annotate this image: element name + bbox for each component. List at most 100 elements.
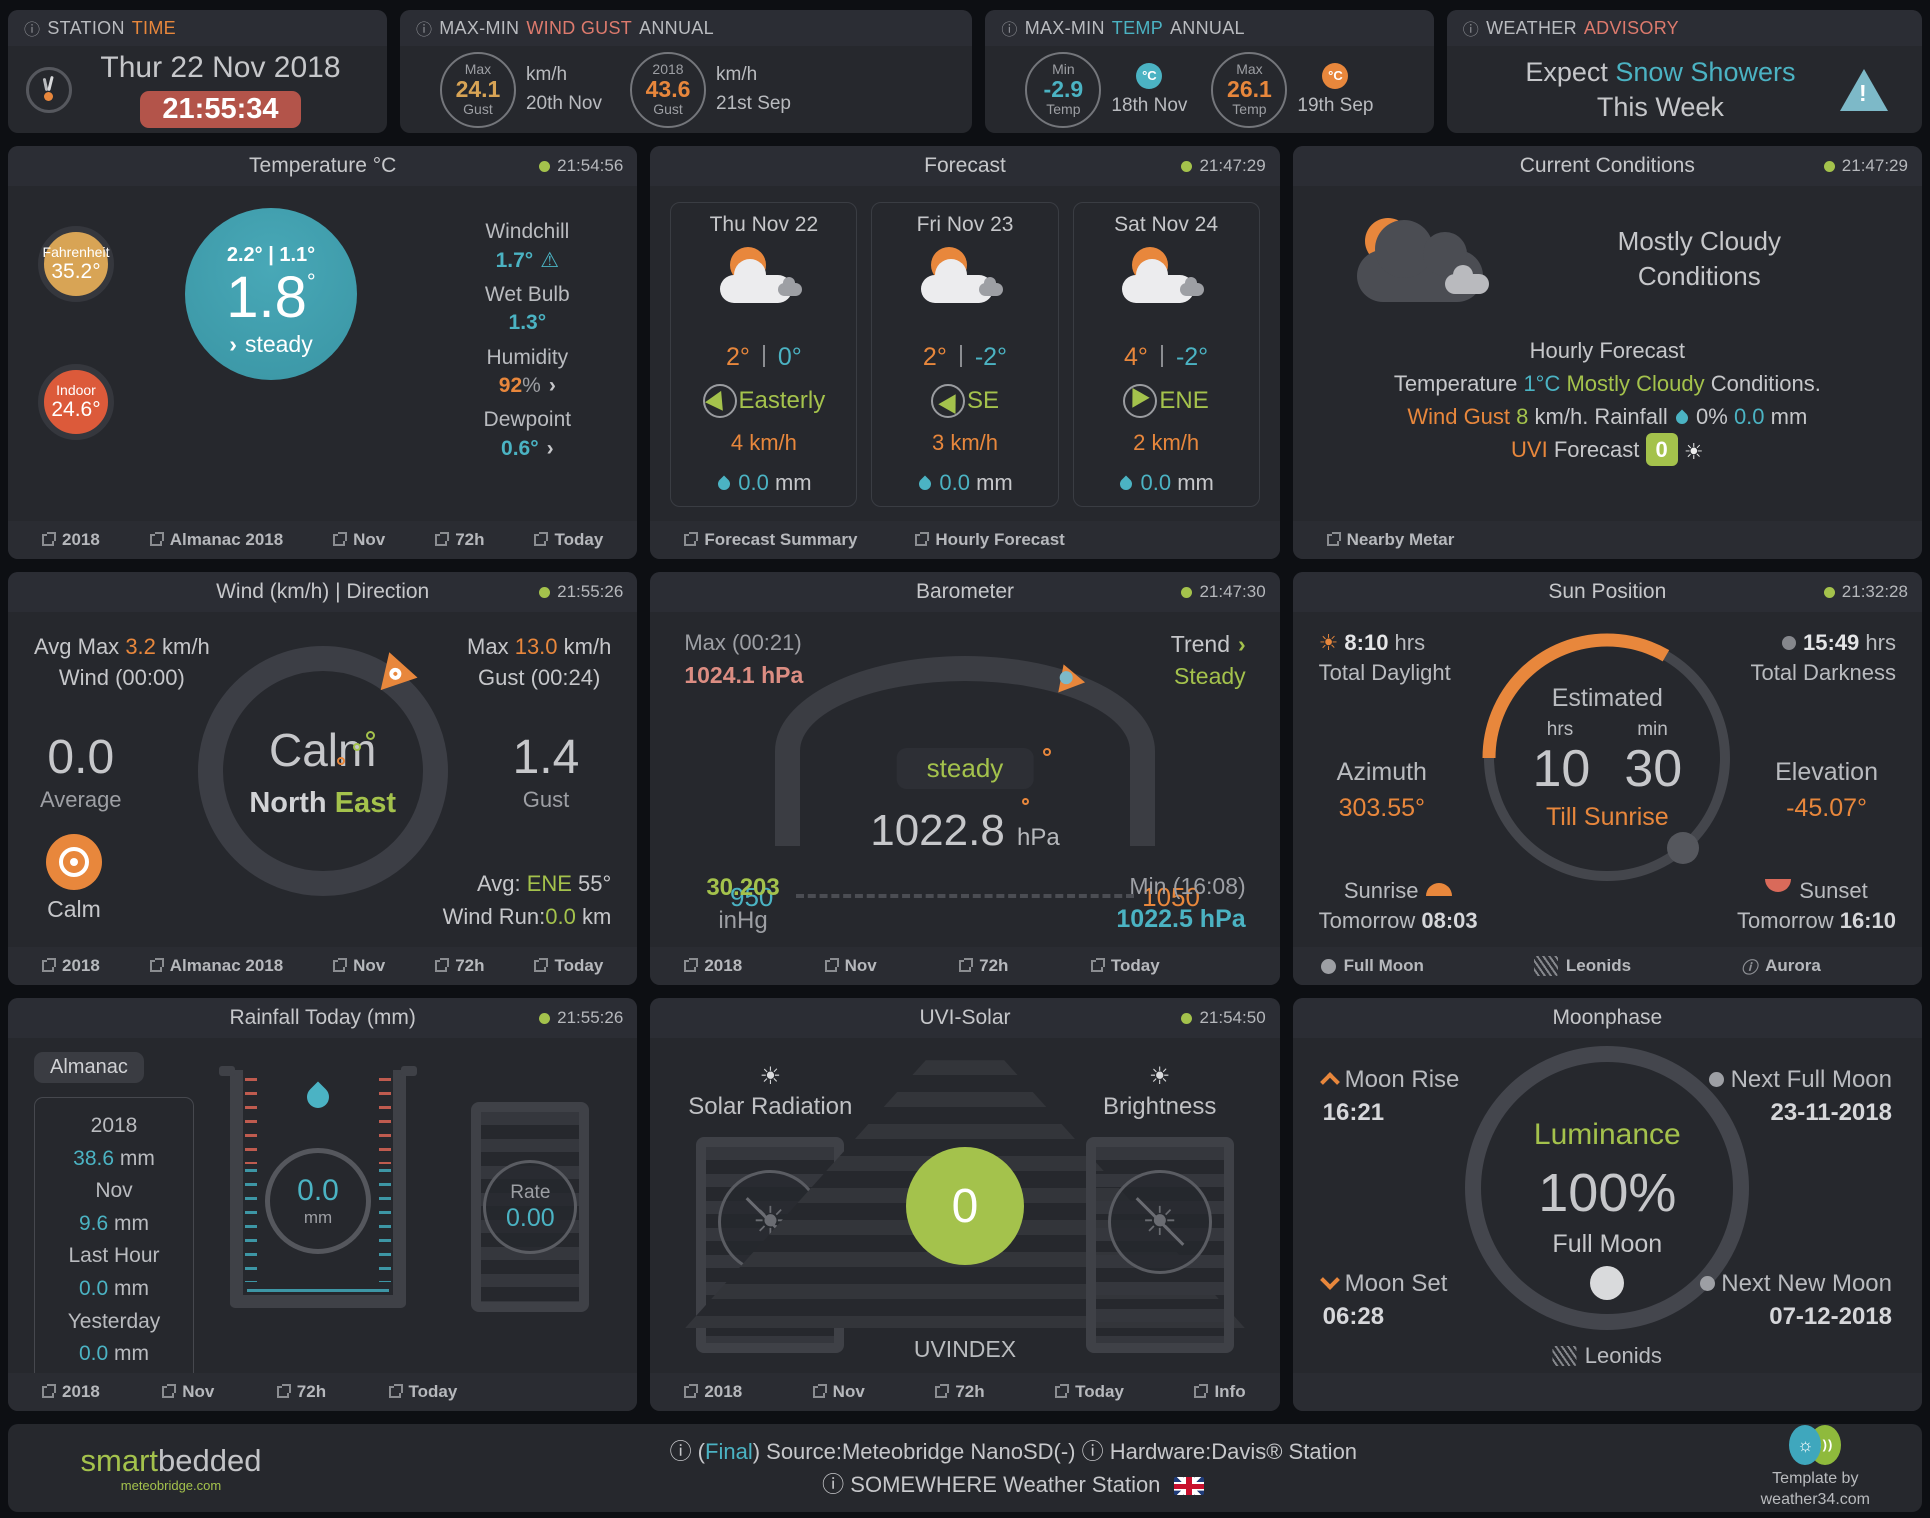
raindrop-icon	[916, 475, 934, 493]
link-72h[interactable]: 72h	[935, 1382, 985, 1402]
panel-title: Sun Position	[1548, 580, 1667, 604]
warning-triangle-icon	[1839, 68, 1888, 111]
card-title: STATION	[47, 17, 125, 38]
no-sun-icon	[1107, 1169, 1212, 1274]
link-full-moon[interactable]: Full Moon	[1320, 956, 1424, 976]
raindrop-icon	[715, 475, 733, 493]
link-info[interactable]: Info	[1194, 1382, 1246, 1402]
azimuth: Azimuth 303.55°	[1336, 758, 1427, 823]
almanac-button[interactable]: Almanac	[34, 1052, 144, 1084]
card-title-accent: TEMP	[1111, 17, 1163, 38]
barometer-gauge: steady 1022.8 hPa 950 1050	[730, 656, 1200, 912]
link-today[interactable]: Today	[1055, 1382, 1124, 1402]
link-today[interactable]: Today	[388, 1382, 457, 1402]
max-temp-circle: Max 26.1 Temp	[1211, 51, 1288, 128]
water-level-line	[247, 1289, 389, 1293]
link-72h[interactable]: 72h	[276, 1382, 326, 1402]
wind-average: 0.0 Average	[40, 731, 122, 813]
sun-icon	[1319, 630, 1345, 655]
uvi-solar-panel: UVI-Solar 21:54:50 Solar Radiation 0 UVI…	[650, 998, 1280, 1412]
link-today[interactable]: Today	[534, 956, 603, 976]
fahrenheit-circle[interactable]: Fahrenheit 35.2°	[38, 226, 114, 303]
external-link-icon	[1090, 958, 1105, 973]
baro-max: Max (00:21) 1024.1 hPa	[684, 630, 804, 689]
link-nearby-metar[interactable]: Nearby Metar	[1326, 530, 1454, 550]
link-aurora[interactable]: Aurora	[1741, 954, 1821, 978]
raindrop-icon	[302, 1081, 334, 1113]
max-gust-circle: Max 24.1 Gust	[439, 51, 516, 128]
external-link-icon	[684, 1384, 699, 1399]
forecast-day-card[interactable]: Sat Nov 24 4° -2° ENE 2 km/h 0.0 mm	[1072, 202, 1260, 508]
link-2018[interactable]: 2018	[684, 1382, 742, 1402]
full-moon-icon	[1708, 1072, 1724, 1088]
link-today[interactable]: Today	[534, 530, 603, 550]
info-icon[interactable]	[416, 16, 432, 40]
info-icon[interactable]	[1463, 16, 1479, 40]
sun-position-panel: Sun Position 21:32:28 8:10 hrs Total Day…	[1292, 572, 1922, 986]
external-link-icon	[162, 1384, 177, 1399]
link-almanac-2018[interactable]: Almanac 2018	[149, 530, 283, 550]
panel-title: Rainfall Today (mm)	[229, 1006, 416, 1030]
link-nov[interactable]: Nov	[162, 1382, 214, 1402]
clock-icon	[26, 66, 72, 113]
external-link-icon	[824, 958, 839, 973]
external-link-icon	[534, 958, 549, 973]
avg-max-wind: Avg Max 3.2 km/h Wind (00:00)	[34, 634, 210, 691]
rain-rate-gauge: Rate 0.00	[483, 1160, 578, 1255]
station-info: ⓘ (Final) Source:Meteobridge NanoSD(-) ⓘ…	[669, 1439, 1358, 1498]
max-gust-info: km/h 20th Nov	[525, 64, 602, 114]
forecast-day-card[interactable]: Fri Nov 23 2° -2° SE 3 km/h 0.0 mm	[871, 202, 1059, 508]
pressure-trend-pill: steady	[896, 748, 1034, 790]
external-link-icon	[684, 532, 699, 547]
link-nov[interactable]: Nov	[333, 956, 385, 976]
card-title: WEATHER	[1486, 17, 1577, 38]
link-2018[interactable]: 2018	[42, 530, 100, 550]
panel-timestamp: 21:54:50	[1181, 998, 1266, 1038]
page-footer: smartbedded meteobridge.com ⓘ (Final) So…	[8, 1424, 1922, 1512]
weather-advisory-card: WEATHER ADVISORY Expect Snow Showers Thi…	[1446, 10, 1922, 134]
wetbulb-value: 1.3°	[508, 311, 547, 335]
panel-title: Moonphase	[1552, 1006, 1663, 1030]
card-title-accent: ADVISORY	[1583, 17, 1679, 38]
link-2018[interactable]: 2018	[684, 956, 742, 976]
panel-timestamp: 21:32:28	[1823, 572, 1908, 612]
status-dot	[1181, 586, 1193, 598]
link-nov[interactable]: Nov	[812, 1382, 865, 1402]
outdoor-temperature-gauge: 2.2° | 1.1° 1.8° steady	[185, 208, 357, 381]
link-leonids[interactable]: Leonids	[1533, 956, 1631, 977]
link-nov[interactable]: Nov	[333, 530, 385, 550]
advisory-text: Expect Snow Showers This Week	[1525, 56, 1796, 122]
wind-avg-run: Avg: ENE 55° Wind Run:0.0 km	[442, 871, 612, 930]
max-gust: Max 13.0 km/h Gust (00:24)	[467, 634, 612, 691]
moon-rise: Moon Rise 16:21	[1319, 1064, 1459, 1129]
card-title: ANNUAL	[639, 17, 714, 38]
link-2018[interactable]: 2018	[42, 1382, 100, 1402]
link-72h[interactable]: 72h	[435, 530, 485, 550]
link-nov[interactable]: Nov	[824, 956, 877, 976]
card-title-accent: TIME	[131, 17, 176, 38]
windchill-value: 1.7°	[447, 247, 607, 275]
hourly-forecast-block: Hourly Forecast Temperature 1°C Mostly C…	[1293, 334, 1922, 468]
sun-cloud-icon	[718, 247, 810, 304]
link-2018[interactable]: 2018	[42, 956, 100, 976]
external-link-icon	[684, 958, 699, 973]
wind-direction-icon	[1123, 384, 1158, 419]
baro-inhg: 30.203 inHg	[706, 874, 780, 934]
sunrise-icon	[1426, 882, 1453, 896]
scale-dashes	[795, 894, 1134, 899]
smartbedded-logo[interactable]: smartbedded meteobridge.com	[80, 1442, 262, 1493]
info-icon[interactable]	[1001, 16, 1017, 40]
link-almanac-2018[interactable]: Almanac 2018	[149, 956, 283, 976]
moon-set: Moon Set 06:28	[1319, 1268, 1447, 1333]
humidity-value: 92%	[447, 372, 607, 400]
link-hourly-forecast[interactable]: Hourly Forecast	[915, 530, 1065, 550]
link-forecast-summary[interactable]: Forecast Summary	[684, 530, 857, 550]
condition-text: Mostly Cloudy Conditions	[1617, 226, 1781, 292]
link-72h[interactable]: 72h	[435, 956, 485, 976]
weather34-credit[interactable]: Template by weather34.com	[1761, 1425, 1870, 1511]
indoor-circle[interactable]: Indoor 24.6°	[38, 364, 114, 441]
link-today[interactable]: Today	[1090, 956, 1160, 976]
link-72h[interactable]: 72h	[959, 956, 1008, 976]
forecast-day-card[interactable]: Thu Nov 22 2° 0° Easterly 4 km/h 0.0 mm	[670, 202, 858, 508]
info-icon[interactable]	[24, 16, 40, 40]
